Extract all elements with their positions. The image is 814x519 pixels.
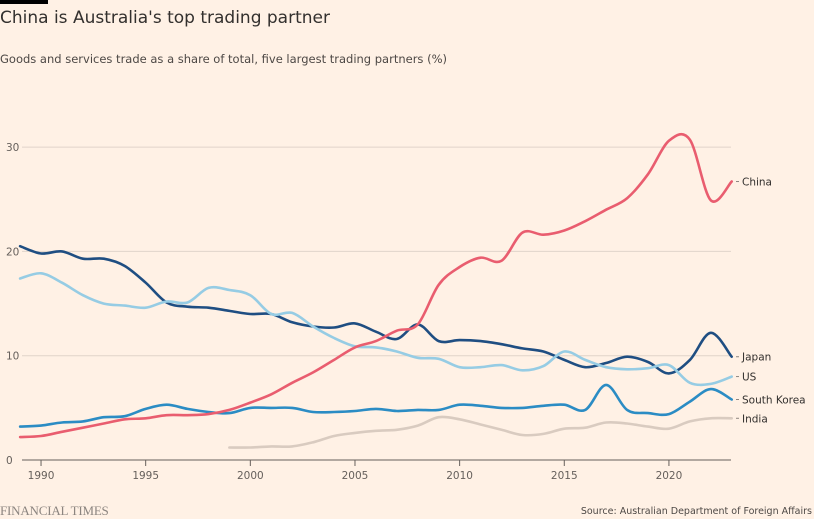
series-label-china: China [742, 177, 772, 189]
series-label-japan: Japan [741, 352, 771, 364]
series-line-india [228, 415, 733, 449]
source-note: Source: Australian Department of Foreign… [580, 506, 812, 517]
x-tick-label: 2020 [656, 470, 683, 482]
series-label-south-korea: South Korea [742, 395, 806, 407]
x-tick-label: 1990 [28, 470, 55, 482]
x-tick-label: 2000 [237, 470, 264, 482]
x-tick-label: 2010 [446, 470, 473, 482]
chart-title: China is Australia's top trading partner [0, 8, 330, 28]
ft-brand-bar [0, 0, 48, 4]
series-label-india: India [742, 413, 768, 425]
series-label-us: US [742, 372, 757, 384]
x-tick-label: 2005 [342, 470, 369, 482]
series-line-japan [18, 244, 733, 375]
series-line-south-korea [18, 383, 733, 428]
x-tick-label: 1995 [132, 470, 159, 482]
y-tick-label: 30 [6, 142, 19, 154]
series-line-us [18, 271, 733, 387]
ft-logo: FINANCIAL TIMES [0, 503, 109, 518]
y-tick-label: 10 [6, 351, 19, 363]
series-line-china [18, 132, 733, 439]
y-tick-label: 0 [6, 455, 13, 467]
chart-subtitle: Goods and services trade as a share of t… [0, 52, 447, 66]
x-tick-label: 2015 [551, 470, 578, 482]
y-tick-label: 20 [6, 246, 19, 258]
